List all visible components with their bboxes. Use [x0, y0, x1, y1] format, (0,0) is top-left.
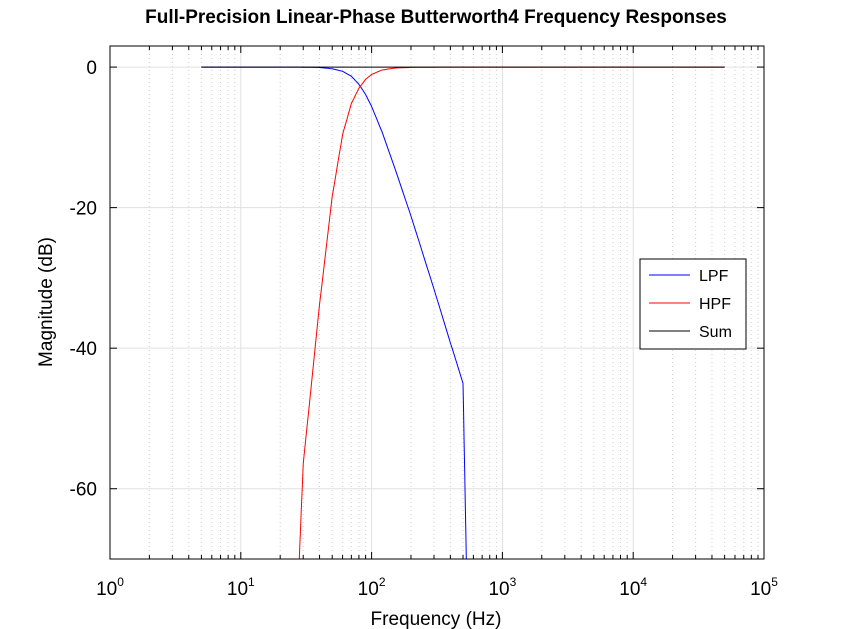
x-tick-label: 104	[619, 575, 647, 600]
grid-lines	[110, 46, 764, 559]
legend-label-sum: Sum	[699, 324, 732, 341]
x-tick-label: 105	[750, 575, 778, 600]
plot-series	[201, 66, 725, 560]
chart-title: Full-Precision Linear-Phase Butterworth4…	[145, 7, 727, 28]
legend-box	[639, 258, 747, 350]
legend: LPF HPF Sum	[639, 258, 747, 350]
x-axis-label: Frequency (Hz)	[371, 609, 502, 629]
legend-label-lpf: LPF	[699, 268, 729, 285]
x-tick-label: 101	[227, 575, 255, 600]
axes-frame	[109, 45, 765, 560]
y-tick-label: -40	[70, 339, 97, 360]
y-axis-label: Magnitude (dB)	[36, 237, 57, 367]
axis-ticks: 100 101 102 103 104 105 0 -20 -40 -60	[70, 46, 778, 600]
x-tick-label: 102	[358, 575, 386, 600]
x-tick-label: 103	[488, 575, 516, 600]
y-tick-label: -60	[70, 480, 97, 501]
x-tick-label: 100	[96, 575, 124, 600]
y-tick-label: -20	[70, 199, 97, 220]
legend-label-hpf: HPF	[699, 296, 731, 313]
y-tick-label: 0	[86, 58, 97, 79]
